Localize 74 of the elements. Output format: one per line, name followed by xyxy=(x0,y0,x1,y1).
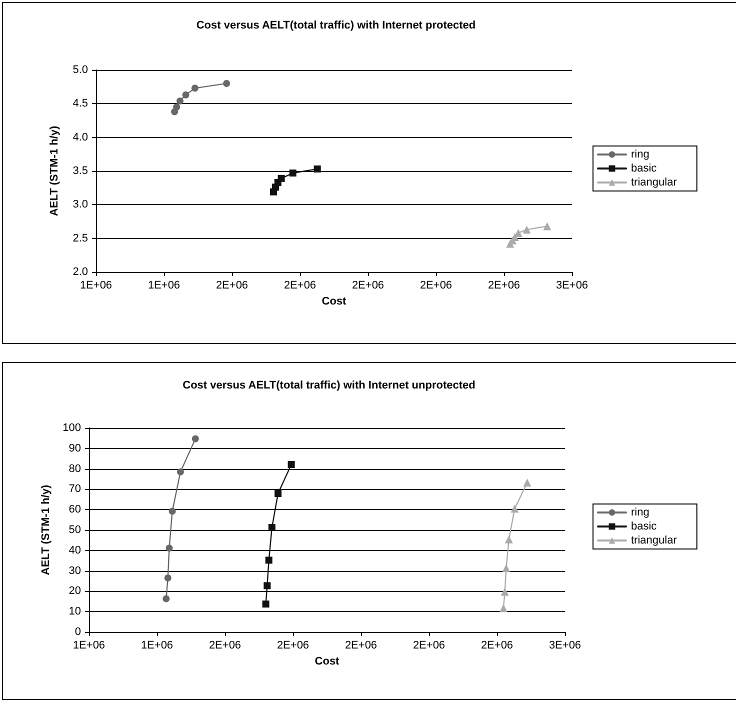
x-tick-label: 2E+06 xyxy=(276,640,310,652)
x-tick-label: 2E+06 xyxy=(488,280,520,292)
x-tick-label: 2E+06 xyxy=(284,280,316,292)
legend-label: basic xyxy=(631,162,658,174)
x-tick-label: 2E+06 xyxy=(344,640,378,652)
x-tick-label: 1E+06 xyxy=(72,640,106,652)
point xyxy=(192,435,199,442)
point xyxy=(162,595,170,602)
legend-label: triangular xyxy=(631,176,678,188)
chart-title: Cost versus AELT(total traffic) with Internet unprotected xyxy=(182,380,476,392)
y-tick-label: 20 xyxy=(68,585,81,598)
legend-label: basic xyxy=(631,520,658,532)
y-tick-label: 40 xyxy=(68,544,81,556)
point xyxy=(166,544,173,552)
x-tick-label: 2E+06 xyxy=(216,280,248,292)
point xyxy=(314,165,321,172)
y-tick-label: 2.5 xyxy=(72,232,88,244)
x-tick-label: 2E+06 xyxy=(208,640,242,652)
y-tick-label: 80 xyxy=(68,462,81,475)
point xyxy=(168,508,176,515)
x-tick-label: 1E+06 xyxy=(140,640,174,652)
x-tick-label: 2E+06 xyxy=(480,640,514,652)
y-tick-label: 4.5 xyxy=(72,98,88,110)
point xyxy=(500,588,509,596)
point xyxy=(510,504,519,513)
x-tick-label: 1E+06 xyxy=(80,280,112,292)
y-tick-label: 10 xyxy=(68,606,81,618)
y-tick-label: 3.5 xyxy=(72,165,88,177)
point xyxy=(522,226,531,234)
point xyxy=(173,104,180,111)
point xyxy=(278,174,285,182)
point xyxy=(223,80,230,87)
x-tick-label: 2E+06 xyxy=(420,280,452,292)
legend-label: ring xyxy=(631,506,650,518)
y-tick-label: 100 xyxy=(62,422,81,434)
y-tick-label: 30 xyxy=(68,564,81,577)
point xyxy=(268,524,276,532)
point xyxy=(289,170,296,177)
point xyxy=(502,564,510,572)
y-axis-title: AELT (STM-1 h/y) xyxy=(48,126,60,216)
point xyxy=(499,604,508,612)
point xyxy=(191,84,198,92)
point xyxy=(182,91,190,98)
point xyxy=(288,461,295,468)
chart-title: Cost versus AELT(total traffic) with Internet protected xyxy=(196,20,476,32)
point xyxy=(176,97,184,104)
x-tick-label: 3E+06 xyxy=(548,640,582,652)
y-tick-label: 60 xyxy=(68,504,81,516)
y-tick-label: 4.0 xyxy=(72,131,88,144)
x-tick-label: 3E+06 xyxy=(556,280,588,292)
y-axis-title: AELT (STM-1 h/y) xyxy=(40,484,52,576)
x-tick-label: 2E+06 xyxy=(352,280,384,292)
x-axis-title: Cost xyxy=(322,295,347,308)
y-tick-label: 5.0 xyxy=(72,64,88,76)
y-tick-label: 0 xyxy=(74,626,81,638)
point xyxy=(523,478,532,487)
point xyxy=(264,582,271,590)
y-tick-label: 2.0 xyxy=(72,266,88,278)
point xyxy=(262,600,270,608)
point xyxy=(274,490,282,497)
x-tick-label: 2E+06 xyxy=(412,640,446,652)
y-tick-label: 3.0 xyxy=(72,198,88,211)
point xyxy=(164,574,172,582)
y-tick-label: 50 xyxy=(68,524,81,536)
legend-label: ring xyxy=(631,148,650,160)
point xyxy=(504,535,513,544)
point xyxy=(176,468,184,476)
legend-label: triangular xyxy=(631,534,678,546)
y-tick-label: 70 xyxy=(68,483,81,496)
point xyxy=(265,556,272,564)
point xyxy=(543,222,552,230)
x-axis-title: Cost xyxy=(314,655,340,668)
x-tick-label: 1E+06 xyxy=(148,280,180,292)
y-tick-label: 90 xyxy=(68,442,81,454)
